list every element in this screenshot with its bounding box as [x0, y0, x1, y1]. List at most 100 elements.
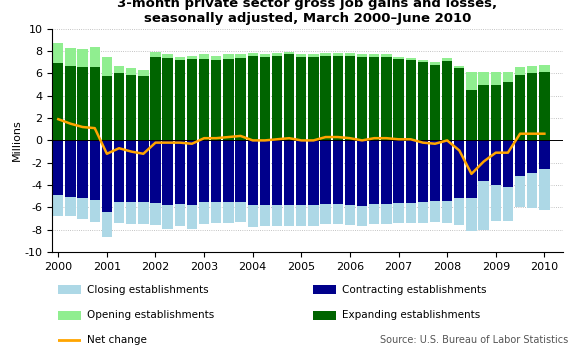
Bar	[211, 140, 222, 202]
Bar	[515, 67, 525, 75]
Bar	[393, 203, 404, 223]
Bar	[223, 54, 234, 59]
Bar	[77, 67, 88, 140]
Bar	[175, 140, 185, 204]
Bar	[272, 140, 282, 205]
Bar	[454, 140, 465, 198]
Bar	[418, 62, 428, 140]
Bar	[66, 48, 75, 66]
Bar	[418, 202, 428, 223]
Bar	[89, 67, 100, 140]
Bar	[235, 140, 246, 202]
Bar	[248, 140, 258, 205]
Bar	[126, 75, 136, 140]
Bar	[199, 140, 209, 202]
Bar	[454, 198, 465, 225]
Bar	[284, 140, 294, 205]
Bar	[478, 85, 489, 140]
Bar	[527, 73, 538, 140]
Bar	[527, 173, 538, 208]
Bar	[332, 140, 343, 204]
Bar	[357, 206, 367, 226]
Bar	[272, 55, 282, 140]
Bar	[260, 57, 270, 140]
Bar	[418, 140, 428, 202]
Bar	[539, 170, 549, 210]
Bar	[89, 199, 100, 222]
Bar	[272, 53, 282, 55]
Bar	[332, 55, 343, 140]
Bar	[162, 205, 173, 229]
Bar	[369, 204, 379, 224]
Bar	[418, 60, 428, 62]
Bar	[381, 140, 392, 204]
Bar	[187, 55, 197, 59]
Bar	[321, 53, 331, 55]
Bar	[515, 176, 525, 207]
Bar	[77, 140, 88, 198]
Bar	[309, 54, 318, 57]
Bar	[89, 140, 100, 199]
Bar	[187, 140, 197, 205]
Bar	[138, 140, 148, 202]
Bar	[309, 205, 318, 226]
Bar	[466, 90, 477, 140]
Bar	[332, 53, 343, 55]
Bar	[430, 62, 440, 64]
Bar	[284, 54, 294, 140]
Text: Source: U.S. Bureau of Labor Statistics: Source: U.S. Bureau of Labor Statistics	[380, 335, 568, 345]
Bar	[309, 140, 318, 205]
Bar	[199, 202, 209, 224]
Bar	[491, 72, 501, 85]
Bar	[345, 53, 355, 55]
Bar	[503, 72, 513, 82]
Bar	[357, 54, 367, 57]
Bar	[260, 54, 270, 57]
Text: Expanding establishments: Expanding establishments	[342, 310, 480, 320]
Bar	[515, 140, 525, 176]
Bar	[296, 57, 306, 140]
Bar	[77, 198, 88, 219]
Bar	[114, 66, 124, 73]
Bar	[515, 75, 525, 140]
Bar	[405, 203, 416, 223]
Bar	[53, 140, 63, 195]
Bar	[175, 204, 185, 226]
Bar	[381, 57, 392, 140]
Bar	[442, 61, 452, 140]
Bar	[211, 55, 222, 60]
Bar	[150, 52, 161, 57]
Bar	[430, 201, 440, 222]
Bar	[114, 73, 124, 140]
Bar	[539, 64, 549, 72]
Bar	[162, 140, 173, 205]
Bar	[102, 57, 112, 76]
Bar	[357, 140, 367, 206]
Bar	[66, 197, 75, 216]
Bar	[503, 82, 513, 140]
Text: Opening establishments: Opening establishments	[87, 310, 214, 320]
Bar	[272, 205, 282, 226]
Bar	[405, 140, 416, 203]
Bar	[284, 205, 294, 226]
Bar	[199, 59, 209, 140]
Bar	[126, 202, 136, 224]
Bar	[175, 57, 185, 60]
Bar	[466, 198, 477, 231]
Bar	[369, 140, 379, 204]
Bar	[162, 54, 173, 58]
Bar	[260, 205, 270, 226]
Bar	[309, 57, 318, 140]
Bar	[321, 204, 331, 224]
Bar	[369, 57, 379, 140]
Bar	[454, 68, 465, 140]
Bar	[442, 140, 452, 201]
Bar	[235, 202, 246, 222]
Bar	[369, 54, 379, 57]
Bar	[539, 140, 549, 170]
Y-axis label: Millions: Millions	[12, 120, 21, 161]
Bar	[527, 66, 538, 73]
Bar	[223, 59, 234, 140]
Bar	[53, 195, 63, 216]
Bar	[53, 43, 63, 63]
